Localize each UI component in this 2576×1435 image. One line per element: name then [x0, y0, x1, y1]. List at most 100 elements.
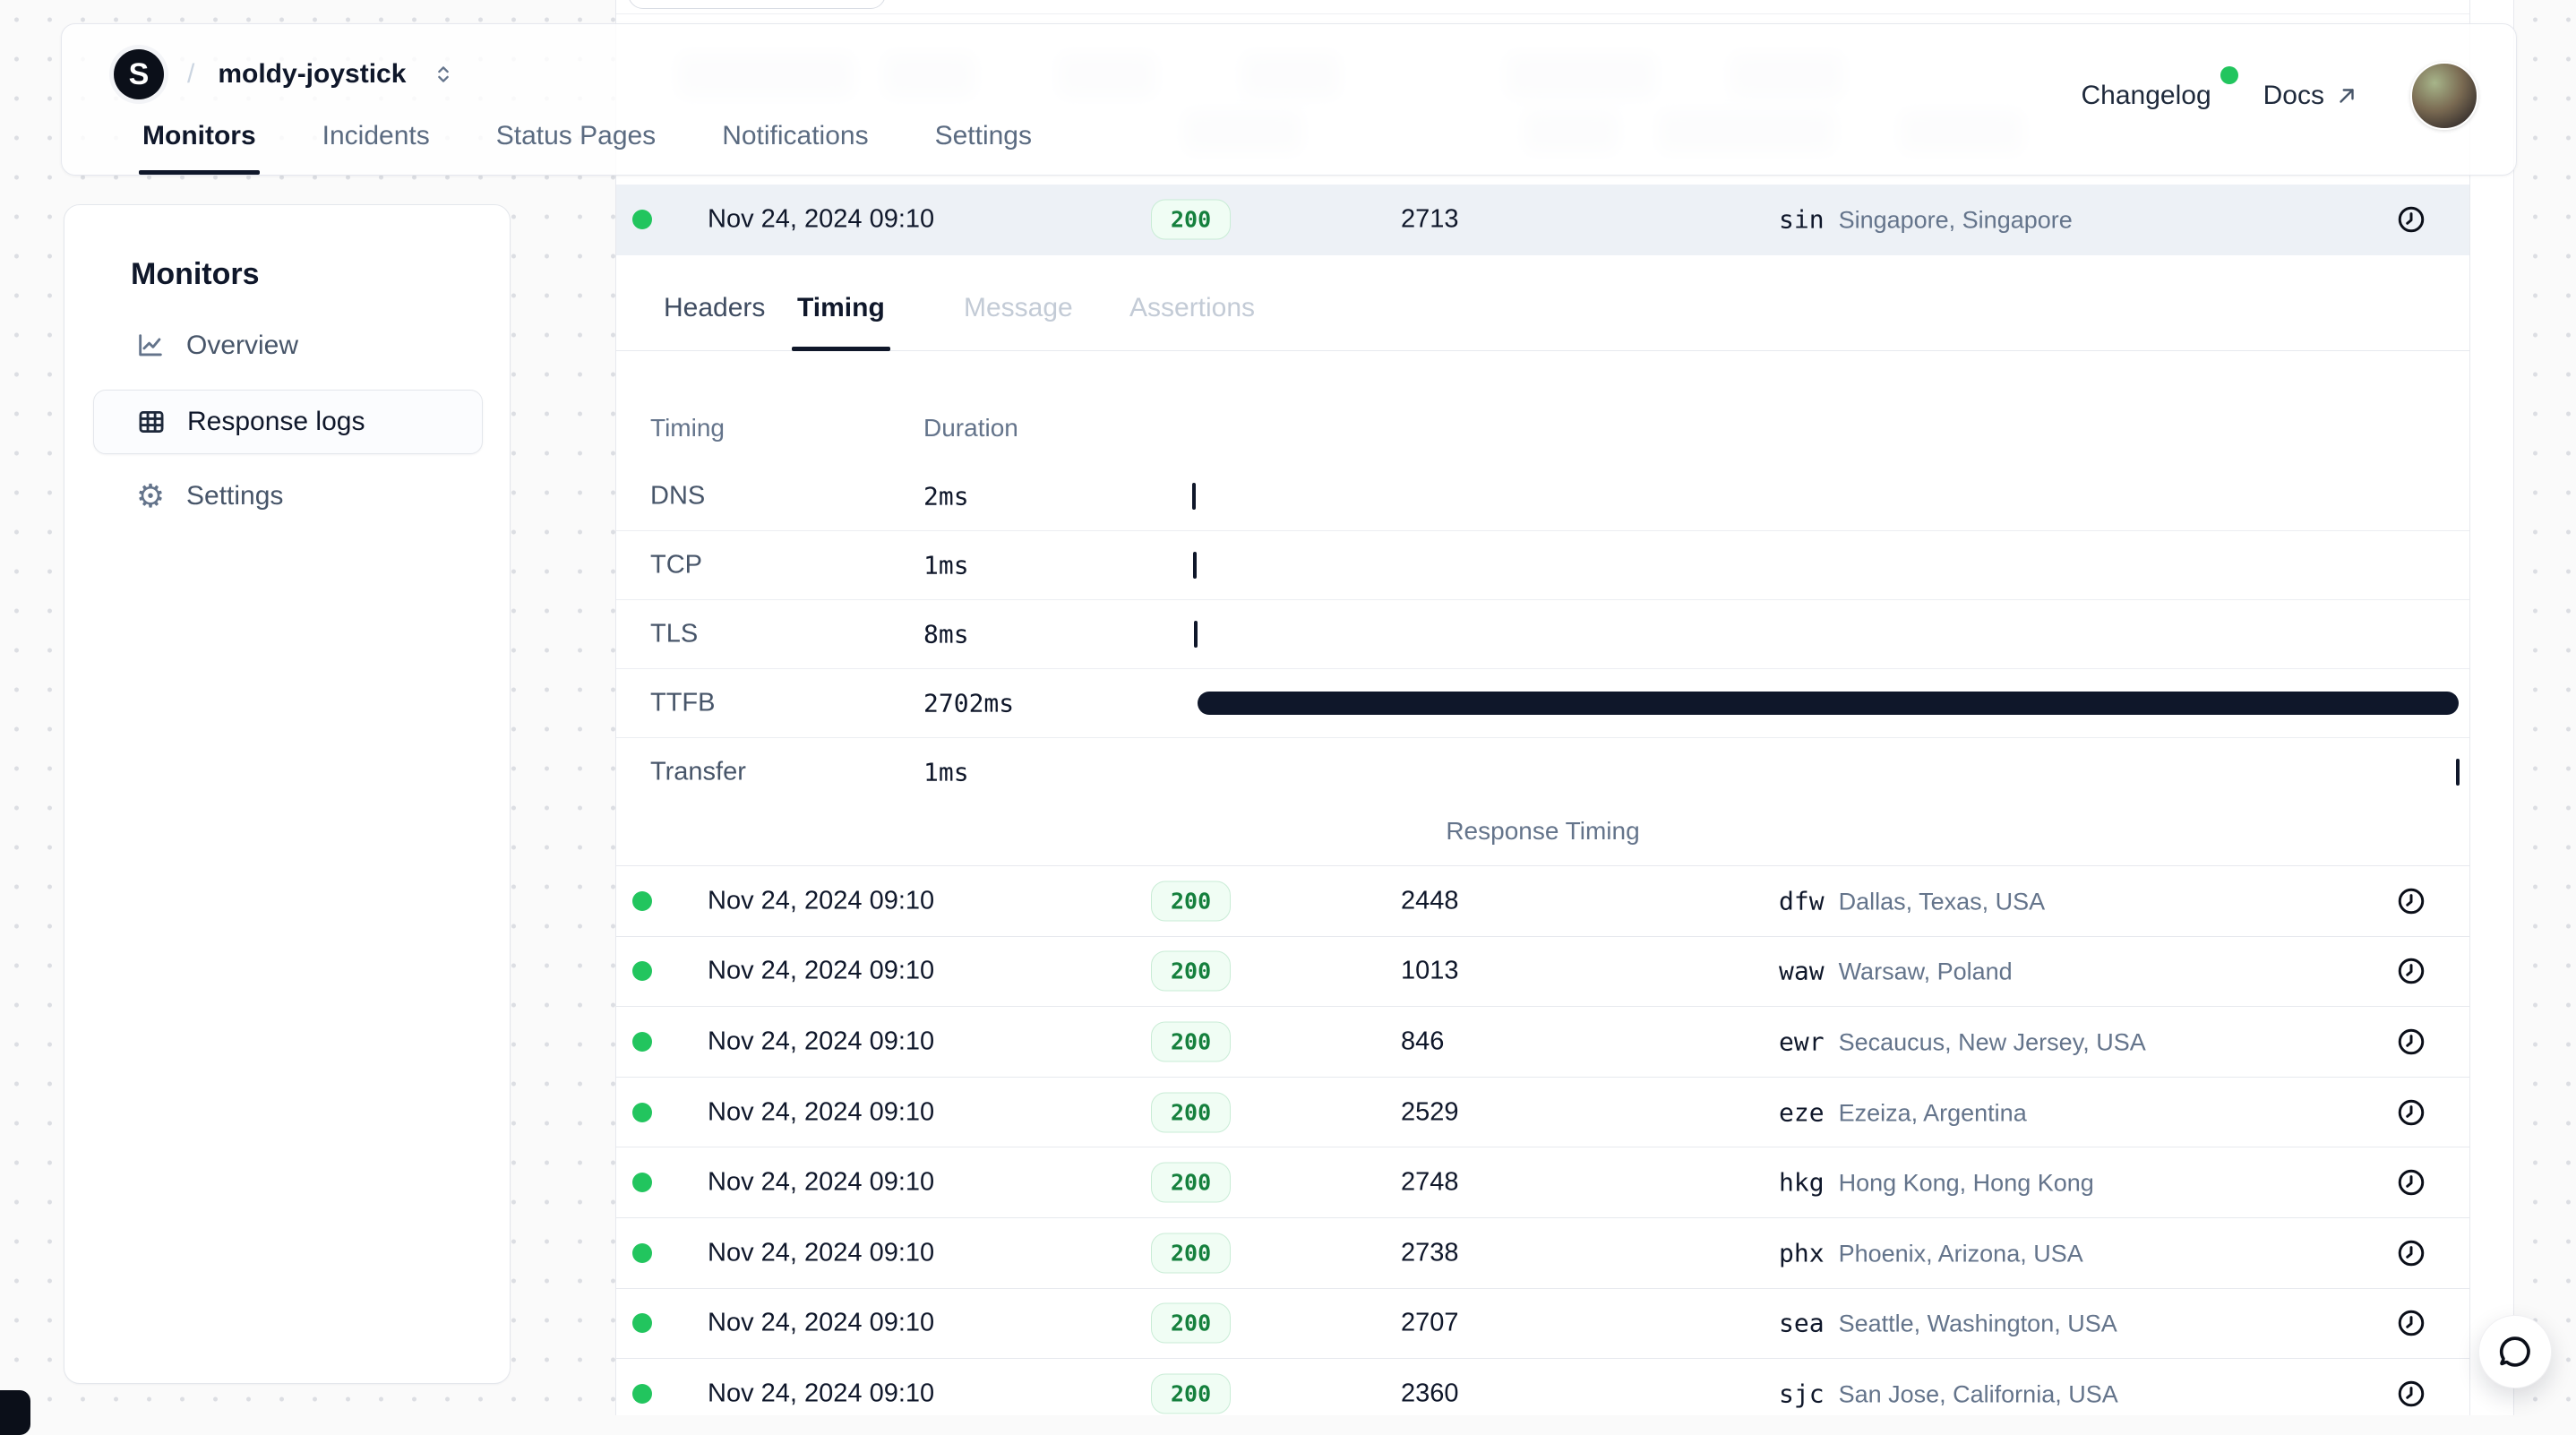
sidebar-item-overview[interactable]: Overview — [93, 314, 483, 378]
timing-phase-label: TCP — [650, 551, 702, 580]
region-code: ewr — [1779, 1027, 1825, 1056]
clock-icon[interactable] — [2396, 1308, 2426, 1338]
changelog-label: Changelog — [2082, 81, 2211, 110]
tab-headers[interactable]: Headers — [658, 293, 770, 350]
tab-timing[interactable]: Timing — [792, 293, 890, 350]
detail-tab-bar: Headers Timing Message Assertions — [616, 254, 2469, 351]
status-dot — [632, 210, 652, 229]
log-row[interactable]: Nov 24, 2024 09:10 200 2738 phx Phoenix,… — [616, 1217, 2469, 1288]
status-dot — [632, 1173, 652, 1192]
timing-track — [1192, 600, 2460, 668]
log-timestamp: Nov 24, 2024 09:10 — [708, 1168, 934, 1198]
tab-message: Message — [958, 293, 1078, 350]
log-timestamp: Nov 24, 2024 09:10 — [708, 1097, 934, 1127]
nav-tab-notifications[interactable]: Notifications — [718, 121, 872, 175]
region-code: sea — [1779, 1309, 1825, 1338]
log-row[interactable]: Nov 24, 2024 09:10 200 1013 waw Warsaw, … — [616, 936, 2469, 1007]
clock-icon[interactable] — [2396, 1238, 2426, 1268]
region: waw Warsaw, Poland — [1779, 957, 2013, 986]
chat-bubble-button[interactable] — [2478, 1315, 2552, 1388]
region-location: Seattle, Washington, USA — [1839, 1310, 2117, 1338]
log-row[interactable]: Nov 24, 2024 09:10 200 2707 sea Seattle,… — [616, 1288, 2469, 1359]
timing-duration: 1ms — [923, 758, 969, 787]
region-code: hkg — [1779, 1168, 1825, 1198]
timing-duration: 1ms — [923, 551, 969, 580]
region-code: dfw — [1779, 886, 1825, 915]
clock-icon[interactable] — [2396, 1027, 2426, 1057]
sidebar-item-settings[interactable]: ⚙ Settings — [93, 464, 483, 528]
log-row[interactable]: Nov 24, 2024 09:10 200 846 ewr Secaucus,… — [616, 1006, 2469, 1077]
sidebar-item-response-logs[interactable]: Response logs — [93, 390, 483, 454]
sidebar-item-label: Settings — [186, 481, 283, 511]
nav-tab-status-pages[interactable]: Status Pages — [493, 121, 659, 175]
changelog-link[interactable]: Changelog — [2082, 81, 2211, 111]
timing-table: Timing Duration DNS 2ms TCP 1ms TLS 8ms … — [616, 394, 2469, 806]
timing-track — [1192, 531, 2460, 599]
nav-tab-settings[interactable]: Settings — [932, 121, 1035, 175]
status-badge: 200 — [1151, 200, 1231, 240]
region-location: Dallas, Texas, USA — [1839, 888, 2046, 915]
timing-row: DNS 2ms — [616, 462, 2469, 530]
log-row[interactable]: Nov 24, 2024 09:10 200 2360 sjc San Jose… — [616, 1358, 2469, 1429]
corner-widget[interactable] — [0, 1390, 30, 1435]
clock-icon[interactable] — [2396, 886, 2426, 916]
status-dot — [632, 1313, 652, 1333]
log-timestamp: Nov 24, 2024 09:10 — [708, 1027, 934, 1056]
region: sin Singapore, Singapore — [1779, 205, 2073, 235]
timing-bar — [1198, 692, 2460, 715]
sidebar-item-label: Response logs — [187, 407, 365, 437]
timing-track — [1192, 462, 2460, 530]
timing-row: TTFB 2702ms — [616, 668, 2469, 737]
status-badge: 200 — [1151, 1163, 1231, 1203]
avatar[interactable] — [2410, 62, 2478, 130]
nav-tab-monitors[interactable]: Monitors — [139, 121, 260, 175]
clock-icon[interactable] — [2396, 956, 2426, 986]
main-panel: Nov 24, 2024 09:10 200 2713 sin Singapor… — [615, 0, 2514, 1415]
latency-value: 2529 — [1401, 1097, 1459, 1127]
docs-link[interactable]: Docs — [2263, 81, 2358, 111]
nav-tab-incidents[interactable]: Incidents — [319, 121, 434, 175]
status-dot — [632, 1103, 652, 1122]
latency-value: 2360 — [1401, 1379, 1459, 1408]
latency-value: 2448 — [1401, 886, 1459, 915]
status-dot — [632, 891, 652, 911]
region-code: sjc — [1779, 1379, 1825, 1408]
region-code: sin — [1779, 205, 1825, 235]
col-header-timing: Timing — [650, 414, 725, 443]
status-badge: 200 — [1151, 1233, 1231, 1273]
changelog-new-dot — [2220, 66, 2238, 84]
log-timestamp: Nov 24, 2024 09:10 — [708, 205, 934, 235]
col-header-duration: Duration — [923, 414, 1018, 443]
log-row[interactable]: Nov 24, 2024 09:10 200 2448 dfw Dallas, … — [616, 865, 2469, 936]
status-badge: 200 — [1151, 1021, 1231, 1061]
log-timestamp: Nov 24, 2024 09:10 — [708, 1379, 934, 1408]
timing-duration: 8ms — [923, 620, 969, 649]
clock-icon[interactable] — [2396, 1167, 2426, 1198]
timing-bar — [1194, 621, 1198, 648]
divider — [616, 13, 2469, 14]
clock-icon[interactable] — [2396, 204, 2426, 235]
breadcrumb: S / moldy-joystick — [114, 47, 456, 101]
timing-row: Transfer 1ms — [616, 737, 2469, 806]
latency-value: 1013 — [1401, 957, 1459, 986]
region-location: Phoenix, Arizona, USA — [1839, 1240, 2083, 1267]
region: dfw Dallas, Texas, USA — [1779, 886, 2045, 915]
log-timestamp: Nov 24, 2024 09:10 — [708, 886, 934, 915]
section-caption: Response Timing — [616, 817, 2469, 846]
selected-log-row[interactable]: Nov 24, 2024 09:10 200 2713 sin Singapor… — [616, 185, 2469, 255]
timing-phase-label: Transfer — [650, 758, 746, 787]
chat-bubble-icon — [2496, 1333, 2534, 1371]
log-row[interactable]: Nov 24, 2024 09:10 200 2529 eze Ezeiza, … — [616, 1077, 2469, 1147]
sidebar-item-label: Overview — [186, 331, 298, 361]
clock-icon[interactable] — [2396, 1097, 2426, 1128]
status-dot — [632, 1032, 652, 1052]
status-dot — [632, 1243, 652, 1263]
region-location: Hong Kong, Hong Kong — [1839, 1170, 2094, 1198]
external-link-arrow-icon — [2335, 84, 2358, 107]
chevron-up-down-icon[interactable] — [431, 62, 456, 87]
log-timestamp: Nov 24, 2024 09:10 — [708, 957, 934, 986]
clock-icon[interactable] — [2396, 1379, 2426, 1409]
app-logo-icon[interactable]: S — [114, 49, 164, 99]
log-row[interactable]: Nov 24, 2024 09:10 200 2748 hkg Hong Kon… — [616, 1147, 2469, 1217]
timing-bar — [1193, 552, 1197, 579]
